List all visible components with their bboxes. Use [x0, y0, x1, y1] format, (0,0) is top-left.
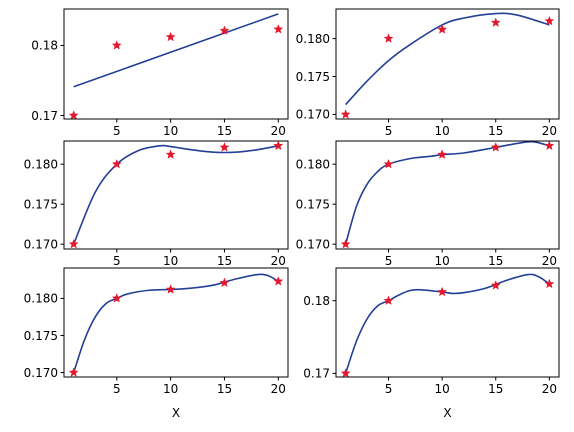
- x-tick-label: 20: [542, 382, 557, 396]
- y-tick-label: 0.180: [296, 158, 330, 172]
- data-point: [544, 15, 555, 26]
- subplot-1: 5 10 15 20 0.17 0.18: [31, 8, 289, 138]
- fit-line: [72, 273, 279, 373]
- y-tick-label: 0.170: [296, 108, 330, 122]
- y-tick-label: 0.180: [296, 32, 330, 46]
- data-point: [68, 367, 79, 377]
- subplot-5: 5 10 15 20 0.170 0.175 0.180 X: [24, 267, 289, 420]
- data-point: [111, 40, 122, 50]
- data-point: [219, 277, 230, 288]
- data-point: [437, 286, 448, 297]
- axes-frame: [335, 140, 560, 250]
- x-tick-label: 15: [217, 124, 232, 138]
- y-tick-label: 0.175: [24, 198, 58, 212]
- fit-line: [72, 144, 279, 245]
- x-tick-label: 5: [385, 124, 393, 138]
- data-point: [383, 295, 394, 305]
- x-tick-label: 5: [385, 254, 393, 268]
- data-point: [340, 109, 351, 119]
- data-point: [544, 278, 555, 289]
- data-point: [490, 142, 501, 152]
- y-tick-label: 0.170: [24, 366, 58, 380]
- x-tick-label: 5: [385, 382, 393, 396]
- x-axis-label: X: [443, 406, 451, 420]
- x-axis-label: X: [172, 406, 180, 420]
- y-tick-label: 0.175: [24, 329, 58, 343]
- x-tick-label: 20: [271, 124, 286, 138]
- data-point: [490, 17, 501, 27]
- x-tick-label: 10: [434, 382, 449, 396]
- data-point: [340, 238, 351, 249]
- axes-frame: [63, 8, 289, 120]
- x-tick-label: 10: [434, 254, 449, 268]
- y-tick-label: 0.18: [31, 39, 58, 53]
- axes-frame: [335, 8, 560, 120]
- data-point: [340, 368, 351, 378]
- x-tick-label: 10: [434, 124, 449, 138]
- fit-line: [344, 273, 550, 374]
- x-tick-label: 15: [488, 254, 503, 268]
- subplot-3: 5 10 15 20 0.170 0.175 0.180: [24, 140, 289, 268]
- y-tick-label: 0.175: [296, 198, 330, 212]
- subplot-2: 5 10 15 20 0.170 0.175 0.180: [296, 8, 560, 138]
- data-point: [111, 158, 122, 169]
- x-tick-label: 5: [113, 254, 121, 268]
- x-tick-label: 15: [217, 254, 232, 268]
- data-point: [68, 110, 79, 120]
- x-tick-label: 15: [488, 124, 503, 138]
- data-point: [273, 24, 284, 34]
- y-tick-label: 0.180: [24, 158, 58, 172]
- data-point: [490, 280, 501, 290]
- x-tick-label: 15: [217, 382, 232, 396]
- y-tick-label: 0.180: [24, 292, 58, 306]
- y-tick-label: 0.170: [296, 238, 330, 252]
- axes-frame: [335, 267, 560, 378]
- data-point: [273, 140, 284, 151]
- y-tick-label: 0.18: [303, 294, 330, 308]
- x-tick-label: 10: [163, 254, 178, 268]
- x-tick-label: 10: [163, 124, 178, 138]
- x-tick-label: 20: [542, 124, 557, 138]
- data-point: [219, 142, 230, 152]
- data-point: [165, 31, 176, 42]
- data-point: [68, 238, 79, 249]
- fit-line: [73, 13, 279, 88]
- x-tick-label: 20: [271, 254, 286, 268]
- data-point: [383, 33, 394, 43]
- data-point: [437, 149, 448, 159]
- fit-line: [344, 141, 550, 245]
- x-tick-label: 20: [542, 254, 557, 268]
- axes-frame: [63, 140, 289, 250]
- data-point: [219, 25, 230, 35]
- x-tick-label: 5: [113, 124, 121, 138]
- data-point: [383, 158, 394, 169]
- x-tick-label: 15: [488, 382, 503, 396]
- data-point: [273, 276, 284, 286]
- data-point: [165, 149, 176, 159]
- x-tick-label: 10: [163, 382, 178, 396]
- data-point: [437, 24, 448, 34]
- axes-frame: [63, 267, 289, 378]
- subplot-4: 5 10 15 20 0.170 0.175 0.180: [296, 140, 560, 268]
- data-point: [111, 293, 122, 303]
- subplot-6: 5 10 15 20 0.17 0.18 X: [303, 267, 560, 420]
- data-point: [165, 284, 176, 294]
- y-tick-label: 0.175: [296, 70, 330, 84]
- y-tick-label: 0.17: [31, 109, 58, 123]
- data-point: [544, 140, 555, 151]
- y-tick-label: 0.17: [303, 367, 330, 381]
- x-tick-label: 20: [271, 382, 286, 396]
- y-tick-label: 0.170: [24, 238, 58, 252]
- x-tick-label: 5: [113, 382, 121, 396]
